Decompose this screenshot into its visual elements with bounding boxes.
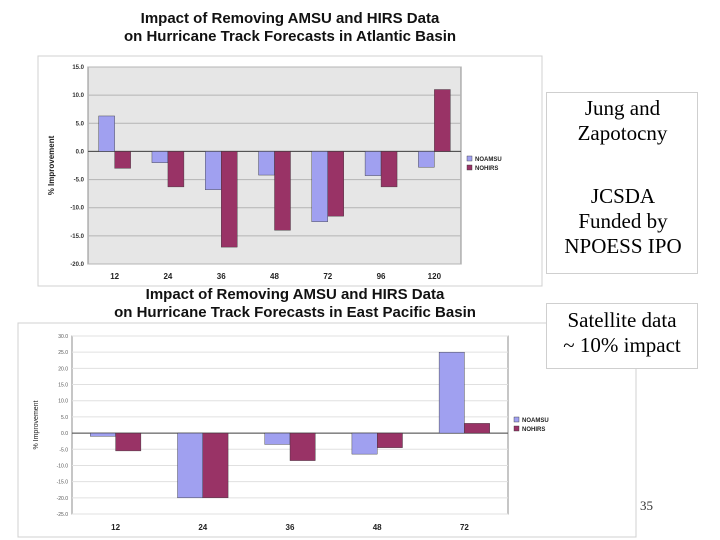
- bar-nohirs-12: [114, 151, 131, 169]
- y-tick-label: 5.0: [76, 121, 85, 127]
- y-tick-label: 30.0: [58, 334, 68, 340]
- bar-nohirs-48: [377, 432, 403, 448]
- funding-line-3: NPOESS IPO: [564, 234, 682, 258]
- x-tick-label: 48: [270, 272, 279, 281]
- y-axis-label: % Improvement: [33, 400, 40, 449]
- bar-nohirs-24: [167, 151, 185, 188]
- bar-nohirs-24: [202, 432, 229, 499]
- y-tick-label: -20.0: [70, 262, 84, 268]
- bar-noamsu-120: [418, 151, 435, 168]
- x-tick-label: 36: [286, 523, 295, 532]
- y-tick-label: 10.0: [58, 399, 68, 405]
- x-tick-label: 48: [373, 523, 382, 532]
- y-tick-label: -15.0: [57, 480, 69, 486]
- chart-title-line-2: on Hurricane Track Forecasts in Atlantic…: [123, 28, 457, 45]
- x-tick-label: 12: [111, 523, 120, 532]
- bar-nohirs-72: [464, 423, 490, 434]
- bar-noamsu-12: [98, 115, 115, 152]
- y-tick-label: 15.0: [58, 383, 68, 389]
- y-tick-label: -25.0: [57, 512, 69, 518]
- x-tick-label: 24: [198, 523, 207, 532]
- note-box-credits: [546, 92, 698, 274]
- legend-label-noamsu: NOAMSU: [522, 418, 549, 424]
- impact-note: Satellite data ~ 10% impact: [547, 308, 697, 358]
- bar-nohirs-96: [380, 151, 398, 188]
- x-tick-label: 36: [217, 272, 226, 281]
- legend-label-nohirs: NOHIRS: [475, 166, 498, 172]
- page-number: 35: [640, 498, 653, 513]
- chart-title-line-1: Impact of Removing AMSU and HIRS Data: [140, 10, 440, 27]
- authors-line-2: Zapotocny: [577, 121, 668, 145]
- x-tick-label: 72: [460, 523, 469, 532]
- y-tick-label: 20.0: [58, 366, 68, 372]
- bar-noamsu-12: [90, 432, 116, 437]
- legend-swatch-nohirs: [466, 164, 473, 171]
- authors-note: Jung and Zapotocny: [555, 96, 690, 146]
- bar-noamsu-72: [438, 351, 465, 434]
- chart-title-atlantic: Impact of Removing AMSU and HIRS Data on…: [90, 10, 490, 46]
- y-tick-label: 10.0: [72, 93, 84, 99]
- note-box-impact: [546, 303, 698, 369]
- legend-swatch-nohirs: [513, 425, 520, 432]
- y-tick-label: -15.0: [70, 234, 84, 240]
- y-tick-label: -5.0: [59, 447, 68, 453]
- funding-note: JCSDA Funded by NPOESS IPO: [548, 184, 698, 259]
- legend-swatch-noamsu: [466, 155, 473, 162]
- chart-title-east-pacific: Impact of Removing AMSU and HIRS Data on…: [90, 286, 500, 322]
- bar-noamsu-48: [351, 432, 378, 455]
- bar-nohirs-120: [434, 89, 451, 152]
- chart-title-line-1: Impact of Removing AMSU and HIRS Data: [145, 286, 445, 303]
- x-tick-label: 72: [323, 272, 332, 281]
- funding-line-1: JCSDA: [590, 184, 656, 208]
- bar-noamsu-24: [177, 432, 203, 499]
- y-tick-label: -10.0: [57, 463, 69, 469]
- impact-line-2: ~ 10% impact: [563, 333, 681, 357]
- bar-nohirs-12: [115, 432, 142, 452]
- x-tick-label: 120: [428, 272, 442, 281]
- y-tick-label: 0.0: [76, 149, 85, 155]
- funding-line-2: Funded by: [578, 209, 668, 233]
- chart-title-line-2: on Hurricane Track Forecasts in East Pac…: [114, 304, 476, 321]
- x-tick-label: 96: [377, 272, 386, 281]
- y-tick-label: -20.0: [57, 496, 69, 502]
- plot-area: [71, 335, 509, 515]
- legend-swatch-noamsu: [513, 416, 520, 423]
- y-tick-label: 0.0: [61, 431, 68, 437]
- y-tick-label: 5.0: [61, 415, 68, 421]
- bar-nohirs-36: [221, 151, 238, 248]
- legend-label-nohirs: NOHIRS: [522, 427, 545, 433]
- y-tick-label: 25.0: [58, 350, 68, 356]
- y-axis-label: % Improvement: [47, 135, 56, 195]
- legend-label-noamsu: NOAMSU: [475, 157, 502, 163]
- bar-nohirs-36: [289, 432, 316, 461]
- authors-line-1: Jung and: [584, 96, 661, 120]
- y-tick-label: -10.0: [70, 206, 84, 212]
- bar-nohirs-72: [327, 151, 344, 217]
- y-tick-label: -5.0: [74, 178, 85, 184]
- y-tick-label: 15.0: [72, 65, 84, 71]
- bar-noamsu-36: [264, 432, 291, 445]
- x-tick-label: 24: [163, 272, 172, 281]
- bar-nohirs-48: [274, 151, 291, 231]
- x-tick-label: 12: [110, 272, 119, 281]
- impact-line-1: Satellite data: [567, 308, 677, 332]
